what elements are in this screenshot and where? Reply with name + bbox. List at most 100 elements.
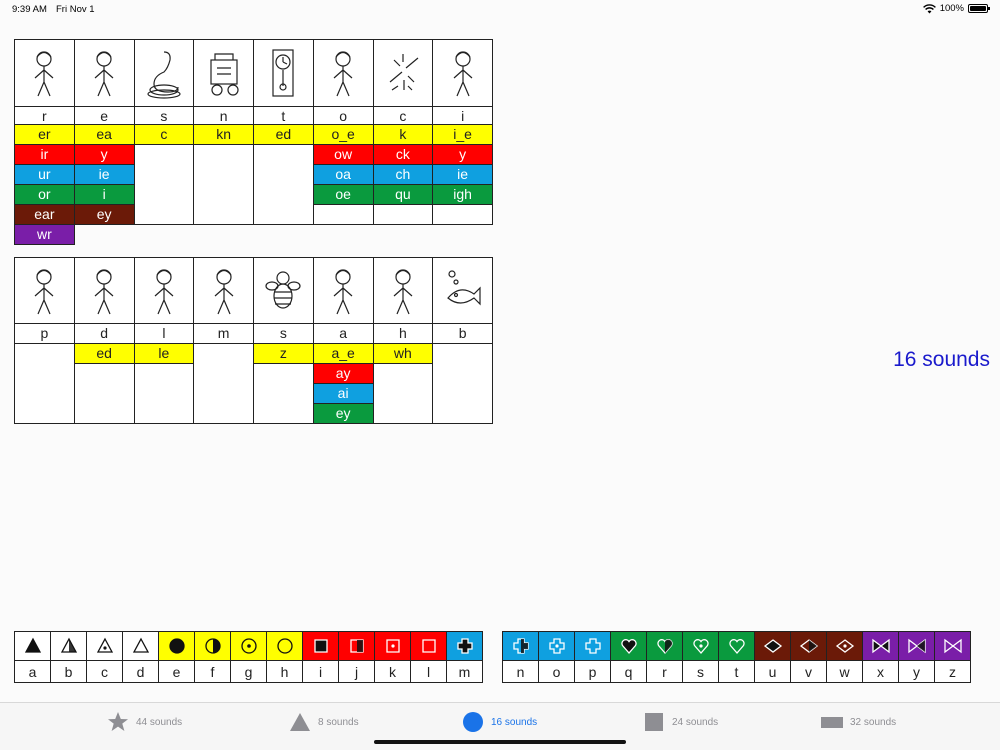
- symbol-tile[interactable]: [231, 632, 267, 661]
- symbol-tile[interactable]: [575, 632, 611, 661]
- grapheme-tile[interactable]: ea: [74, 125, 135, 145]
- symbol-tile[interactable]: [719, 632, 755, 661]
- letter-cell[interactable]: c: [373, 107, 434, 125]
- grapheme-tile[interactable]: ch: [373, 165, 434, 185]
- grapheme-tile[interactable]: o_e: [313, 125, 374, 145]
- letter-cell[interactable]: m: [194, 324, 254, 344]
- grapheme-tile[interactable]: or: [15, 185, 75, 205]
- symbol-tile[interactable]: [935, 632, 971, 661]
- symbol-tile[interactable]: [195, 632, 231, 661]
- symbol-letter[interactable]: i: [303, 661, 339, 683]
- letter-cell[interactable]: a: [313, 324, 374, 344]
- grapheme-tile[interactable]: z: [254, 344, 314, 364]
- tab-44-sounds[interactable]: 44 sounds: [106, 711, 182, 733]
- symbol-letter[interactable]: y: [899, 661, 935, 683]
- symbol-tile[interactable]: [51, 632, 87, 661]
- grapheme-tile[interactable]: qu: [373, 185, 434, 205]
- symbol-tile[interactable]: [899, 632, 935, 661]
- grapheme-tile[interactable]: oa: [313, 165, 374, 185]
- letter-cell[interactable]: n: [194, 107, 254, 125]
- grapheme-tile[interactable]: ie: [433, 165, 493, 185]
- symbol-letter[interactable]: x: [863, 661, 899, 683]
- grapheme-tile[interactable]: i: [74, 185, 135, 205]
- symbol-letter[interactable]: q: [611, 661, 647, 683]
- symbol-letter[interactable]: o: [539, 661, 575, 683]
- symbol-letter[interactable]: v: [791, 661, 827, 683]
- symbol-tile[interactable]: [87, 632, 123, 661]
- symbol-tile[interactable]: [159, 632, 195, 661]
- grapheme-tile[interactable]: wr: [15, 225, 75, 245]
- symbol-letter[interactable]: n: [503, 661, 539, 683]
- symbol-tile[interactable]: [267, 632, 303, 661]
- letter-cell[interactable]: i: [433, 107, 493, 125]
- grapheme-tile[interactable]: a_e: [313, 344, 374, 364]
- grapheme-tile[interactable]: ay: [313, 364, 374, 384]
- symbol-letter[interactable]: p: [575, 661, 611, 683]
- symbol-letter[interactable]: c: [87, 661, 123, 683]
- letter-cell[interactable]: s: [134, 107, 195, 125]
- tab-24-sounds[interactable]: 24 sounds: [642, 711, 718, 733]
- grapheme-tile[interactable]: y: [74, 145, 135, 165]
- symbol-tile[interactable]: [15, 632, 51, 661]
- grapheme-tile[interactable]: i_e: [433, 125, 493, 145]
- letter-cell[interactable]: h: [373, 324, 434, 344]
- symbol-letter[interactable]: k: [375, 661, 411, 683]
- symbol-tile[interactable]: [863, 632, 899, 661]
- symbol-tile[interactable]: [447, 632, 483, 661]
- grapheme-tile[interactable]: ed: [74, 344, 135, 364]
- tab-32-sounds[interactable]: 32 sounds: [820, 711, 896, 733]
- grapheme-tile[interactable]: wh: [373, 344, 434, 364]
- symbol-tile[interactable]: [123, 632, 159, 661]
- symbol-letter[interactable]: l: [411, 661, 447, 683]
- grapheme-tile[interactable]: y: [433, 145, 493, 165]
- symbol-tile[interactable]: [755, 632, 791, 661]
- symbol-letter[interactable]: b: [51, 661, 87, 683]
- letter-cell[interactable]: r: [15, 107, 75, 125]
- symbol-letter[interactable]: f: [195, 661, 231, 683]
- grapheme-tile[interactable]: ck: [373, 145, 434, 165]
- letter-cell[interactable]: l: [134, 324, 195, 344]
- tab-16-sounds[interactable]: 16 sounds: [461, 711, 537, 733]
- letter-cell[interactable]: t: [254, 107, 314, 125]
- grapheme-tile[interactable]: ai: [313, 384, 374, 404]
- symbol-tile[interactable]: [411, 632, 447, 661]
- symbol-letter[interactable]: j: [339, 661, 375, 683]
- grapheme-tile[interactable]: er: [15, 125, 75, 145]
- symbol-letter[interactable]: r: [647, 661, 683, 683]
- symbol-letter[interactable]: t: [719, 661, 755, 683]
- grapheme-tile[interactable]: ie: [74, 165, 135, 185]
- symbol-tile[interactable]: [683, 632, 719, 661]
- grapheme-tile[interactable]: ey: [313, 404, 374, 424]
- symbol-tile[interactable]: [339, 632, 375, 661]
- grapheme-tile[interactable]: kn: [194, 125, 254, 145]
- grapheme-tile[interactable]: igh: [433, 185, 493, 205]
- grapheme-tile[interactable]: ear: [15, 205, 75, 225]
- grapheme-tile[interactable]: oe: [313, 185, 374, 205]
- symbol-tile[interactable]: [303, 632, 339, 661]
- symbol-tile[interactable]: [647, 632, 683, 661]
- letter-cell[interactable]: e: [74, 107, 135, 125]
- symbol-letter[interactable]: h: [267, 661, 303, 683]
- symbol-tile[interactable]: [539, 632, 575, 661]
- symbol-letter[interactable]: d: [123, 661, 159, 683]
- symbol-letter[interactable]: g: [231, 661, 267, 683]
- grapheme-tile[interactable]: ow: [313, 145, 374, 165]
- symbol-letter[interactable]: z: [935, 661, 971, 683]
- grapheme-tile[interactable]: ed: [254, 125, 314, 145]
- letter-cell[interactable]: d: [74, 324, 135, 344]
- symbol-tile[interactable]: [827, 632, 863, 661]
- symbol-letter[interactable]: u: [755, 661, 791, 683]
- grapheme-tile[interactable]: le: [134, 344, 195, 364]
- symbol-letter[interactable]: a: [15, 661, 51, 683]
- symbol-tile[interactable]: [503, 632, 539, 661]
- grapheme-tile[interactable]: ey: [74, 205, 135, 225]
- symbol-tile[interactable]: [611, 632, 647, 661]
- symbol-letter[interactable]: s: [683, 661, 719, 683]
- letter-cell[interactable]: o: [313, 107, 374, 125]
- letter-cell[interactable]: b: [433, 324, 493, 344]
- grapheme-tile[interactable]: c: [134, 125, 195, 145]
- grapheme-tile[interactable]: k: [373, 125, 434, 145]
- symbol-tile[interactable]: [791, 632, 827, 661]
- letter-cell[interactable]: p: [15, 324, 75, 344]
- tab-8-sounds[interactable]: 8 sounds: [288, 711, 359, 733]
